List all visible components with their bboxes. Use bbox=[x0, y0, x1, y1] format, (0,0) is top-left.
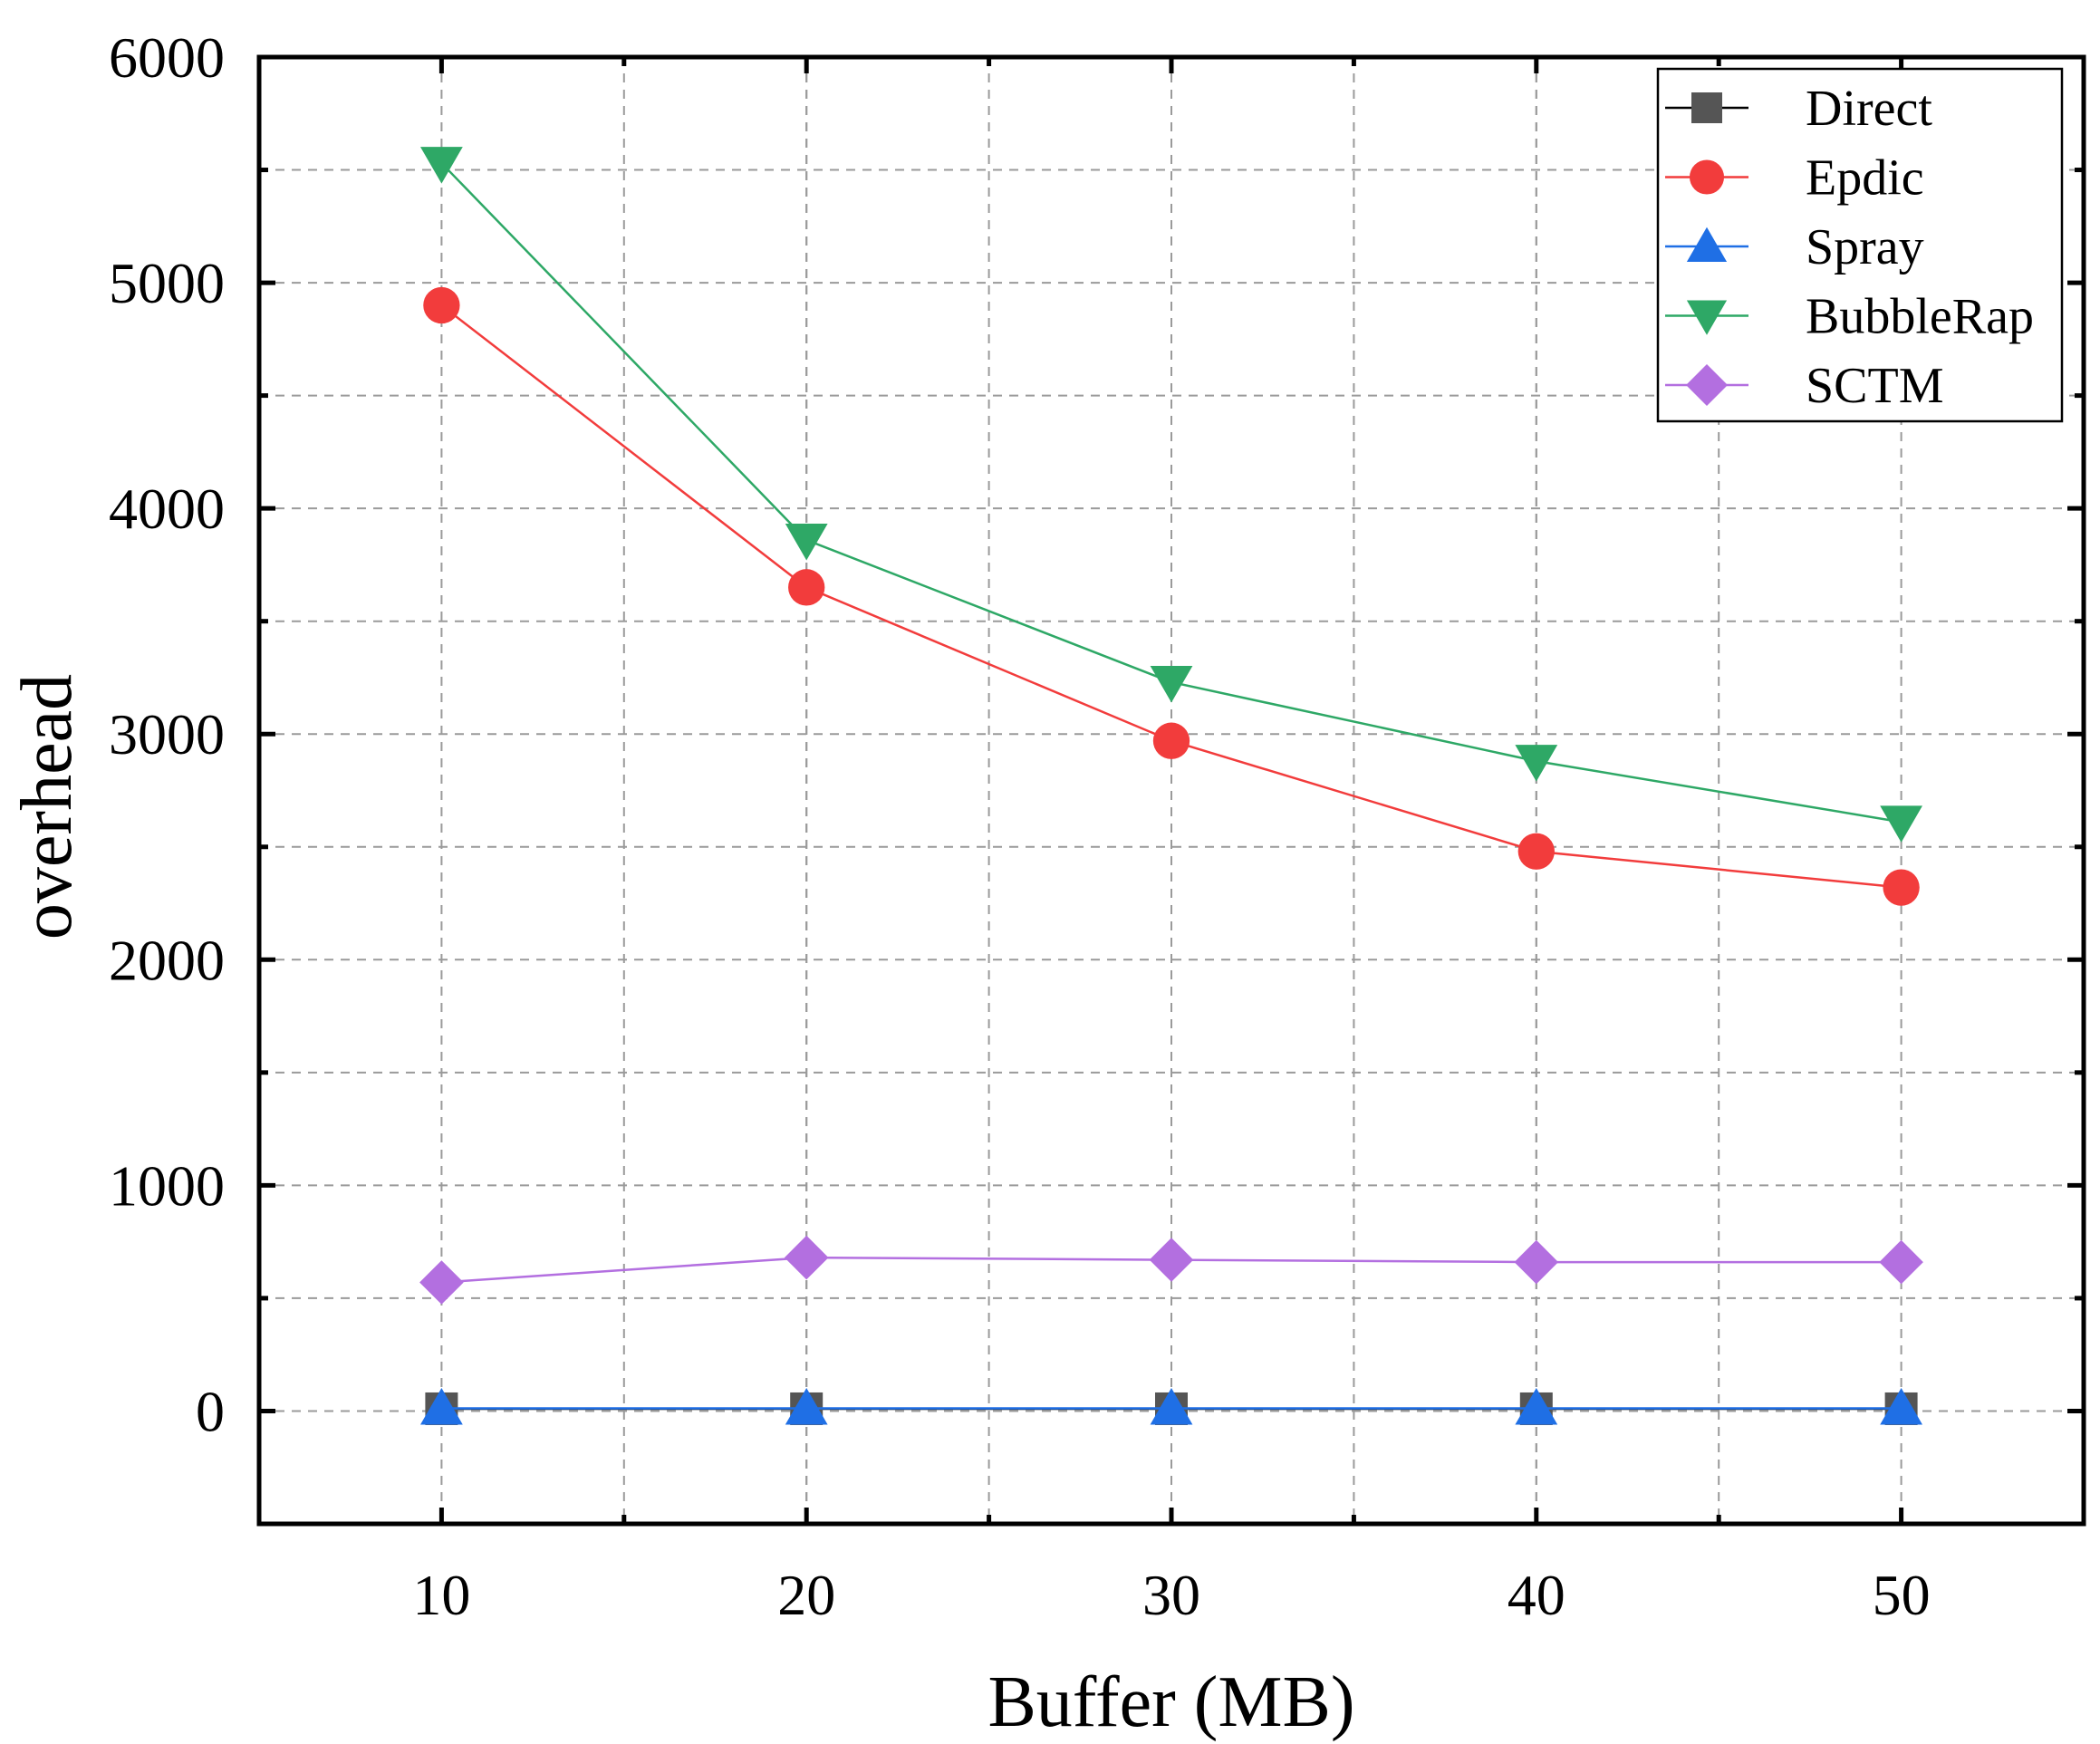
legend-item-direct: Direct bbox=[1665, 81, 1932, 137]
data-point-epdic bbox=[1152, 722, 1190, 759]
y-tick-label: 6000 bbox=[109, 25, 225, 90]
data-point-sctm bbox=[1149, 1238, 1194, 1282]
y-tick-label: 3000 bbox=[109, 702, 225, 766]
data-point-epdic bbox=[1883, 869, 1920, 906]
data-point-bubblerap bbox=[785, 524, 828, 561]
y-tick-label: 4000 bbox=[109, 477, 225, 541]
y-tick-label: 1000 bbox=[109, 1153, 225, 1218]
legend-marker-epdic bbox=[1689, 159, 1725, 195]
legend-item-sctm: SCTM bbox=[1665, 358, 1944, 414]
legend-label-epdic: Epdic bbox=[1806, 150, 1924, 207]
legend-item-spray: Spray bbox=[1665, 219, 1924, 275]
data-point-bubblerap bbox=[420, 147, 463, 184]
series-layer bbox=[419, 147, 1923, 1425]
data-point-spray bbox=[785, 1387, 828, 1425]
y-axis-title: overhead bbox=[7, 674, 87, 939]
tick-labels: 10 20 30 40 50 0 1000 2000 3000 4000 5000 6000 bbox=[109, 25, 1931, 1627]
legend-label-direct: Direct bbox=[1806, 81, 1932, 137]
legend-marker-bubblerap bbox=[1686, 300, 1728, 335]
data-point-sctm bbox=[784, 1235, 829, 1280]
series-spray bbox=[420, 1387, 1922, 1425]
legend-item-epdic: Epdic bbox=[1665, 150, 1924, 207]
data-point-bubblerap bbox=[1880, 805, 1922, 843]
data-point-epdic bbox=[1517, 833, 1555, 870]
data-point-sctm bbox=[1879, 1239, 1923, 1285]
x-tick-label: 40 bbox=[1508, 1563, 1565, 1627]
x-tick-label: 50 bbox=[1873, 1563, 1931, 1627]
legend-item-bubblerap: BubbleRap bbox=[1665, 289, 2034, 345]
legend-marker-spray bbox=[1686, 226, 1728, 262]
data-point-sctm bbox=[1514, 1239, 1559, 1285]
legend-label-sctm: SCTM bbox=[1806, 358, 1944, 414]
data-point-spray bbox=[1515, 1387, 1558, 1425]
data-point-epdic bbox=[423, 286, 460, 324]
data-point-bubblerap bbox=[1150, 665, 1193, 703]
legend-label-spray: Spray bbox=[1806, 219, 1924, 275]
y-tick-label: 5000 bbox=[109, 251, 225, 315]
data-point-spray bbox=[1880, 1387, 1922, 1425]
series-bubblerap bbox=[420, 147, 1922, 843]
data-point-bubblerap bbox=[1515, 745, 1558, 782]
series-epdic bbox=[423, 286, 1920, 906]
legend: Direct Epdic Spray BubbleRap SCTM bbox=[1656, 67, 2064, 423]
data-point-epdic bbox=[788, 569, 825, 606]
data-point-spray bbox=[1150, 1387, 1193, 1425]
y-tick-label: 0 bbox=[196, 1379, 225, 1443]
x-tick-label: 20 bbox=[777, 1563, 835, 1627]
x-tick-label: 10 bbox=[412, 1563, 470, 1627]
legend-marker-direct bbox=[1691, 92, 1722, 123]
data-point-sctm bbox=[419, 1260, 464, 1305]
series-sctm bbox=[419, 1235, 1923, 1305]
data-point-spray bbox=[420, 1387, 463, 1425]
legend-marker-sctm bbox=[1686, 364, 1728, 406]
legend-label-bubblerap: BubbleRap bbox=[1806, 289, 2034, 345]
axis-ticks bbox=[259, 54, 2084, 1524]
x-axis-title: Buffer (MB) bbox=[987, 1662, 1354, 1742]
legend-box bbox=[1656, 67, 2064, 423]
y-tick-label: 2000 bbox=[109, 928, 225, 992]
x-tick-label: 30 bbox=[1142, 1563, 1200, 1627]
